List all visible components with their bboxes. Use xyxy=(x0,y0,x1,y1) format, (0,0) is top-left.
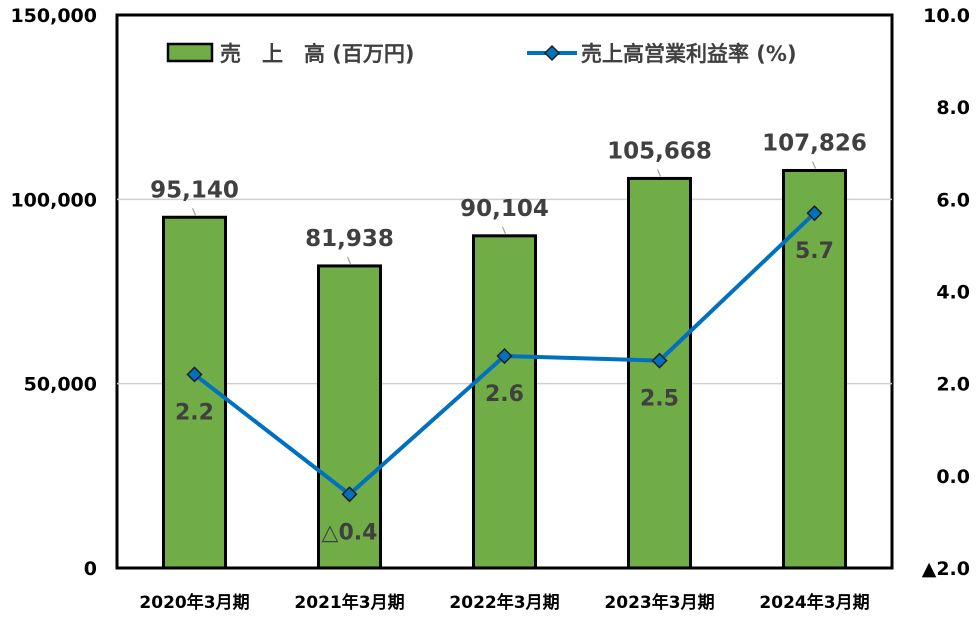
right-tick-label: ▲2.0 xyxy=(922,558,970,580)
legend-label-line: 売上高営業利益率 (%) xyxy=(581,42,797,66)
line-data-label: 2.6 xyxy=(485,382,524,407)
bar-label-leader xyxy=(656,169,662,177)
line-point xyxy=(341,486,358,503)
x-tick-label: 2020年3月期 xyxy=(139,592,249,613)
line-point xyxy=(806,205,823,222)
x-tick-label: 2023年3月期 xyxy=(604,592,714,613)
bar xyxy=(317,264,382,570)
right-tick-label: 0.0 xyxy=(936,466,970,488)
line-point xyxy=(186,366,203,383)
line-point xyxy=(496,347,513,365)
bar xyxy=(782,168,847,570)
bar-data-label: 95,140 xyxy=(150,177,239,203)
line-data-label: 5.7 xyxy=(795,239,834,264)
line-point xyxy=(651,352,668,369)
left-tick-label: 100,000 xyxy=(10,189,97,211)
right-tick-label: 6.0 xyxy=(936,189,970,211)
right-tick-label: 2.0 xyxy=(936,374,970,396)
bar-data-label: 81,938 xyxy=(305,226,394,252)
data-labels: 95,140 81,938 90,104 105,668 107,826 2.2 △0.4 2… xyxy=(150,130,867,545)
x-tick-label: 2024年3月期 xyxy=(759,592,869,613)
bar xyxy=(627,176,692,570)
left-tick-label: 0 xyxy=(84,558,97,580)
x-axis: 2020年3月期 2021年3月期 2022年3月期 2023年3月期 2024年3月期 xyxy=(139,592,869,613)
bar xyxy=(472,234,537,570)
left-axis: 0 50,000 100,000 150,000 xyxy=(10,5,97,580)
bar-series xyxy=(162,168,847,570)
legend-swatch-bar xyxy=(166,42,214,63)
left-tick-label: 150,000 xyxy=(10,5,97,27)
legend: 売 上 高 (百万円) 売上高営業利益率 (%) xyxy=(166,42,797,66)
line-data-label: △0.4 xyxy=(322,520,378,545)
line-series xyxy=(186,205,823,503)
bar-data-label: 90,104 xyxy=(460,196,549,222)
bar-label-leader xyxy=(501,226,507,235)
bar-label-leader xyxy=(191,208,197,216)
x-tick-label: 2021年3月期 xyxy=(294,592,404,613)
bar-data-label: 105,668 xyxy=(607,138,712,164)
bar-data-label: 107,826 xyxy=(762,130,867,156)
line-data-label: 2.5 xyxy=(640,387,679,412)
legend-label-bar: 売 上 高 (百万円) xyxy=(220,42,415,66)
right-tick-label: 4.0 xyxy=(936,282,970,304)
line-data-label: 2.2 xyxy=(175,400,214,425)
legend-marker xyxy=(543,44,561,62)
bar-label-leaders xyxy=(191,161,817,265)
bar-label-leader xyxy=(346,256,352,265)
right-axis: ▲2.0 0.0 2.0 4.0 6.0 8.0 10.0 xyxy=(922,5,970,580)
left-tick-label: 50,000 xyxy=(24,374,97,396)
bar-label-leader xyxy=(811,161,817,169)
right-tick-label: 10.0 xyxy=(923,5,970,27)
right-tick-label: 8.0 xyxy=(936,97,970,119)
x-tick-label: 2022年3月期 xyxy=(449,592,559,613)
